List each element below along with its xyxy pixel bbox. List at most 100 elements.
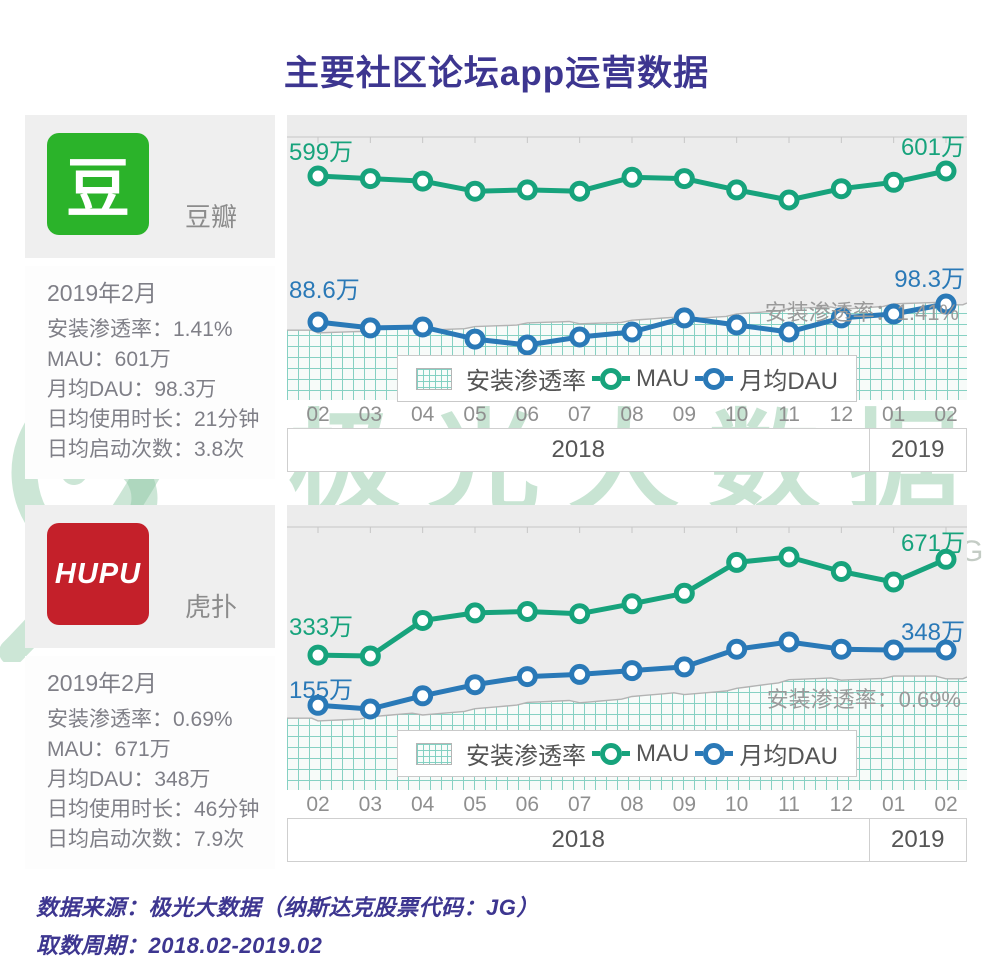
legend-label: MAU — [635, 364, 690, 392]
data-point-marker — [516, 666, 538, 688]
stat-row: 日均使用时长：21分钟 — [47, 408, 260, 431]
x-axis-label: 02 — [934, 403, 958, 426]
x-axis-label: 09 — [672, 403, 696, 426]
data-point-marker — [830, 561, 852, 582]
stat-row: MAU：671万 — [47, 738, 171, 761]
data-point-marker — [359, 168, 381, 190]
data-point-marker — [883, 303, 905, 325]
data-point-marker — [883, 571, 905, 593]
data-point-marker — [307, 694, 329, 716]
mau-line — [307, 160, 957, 211]
legend-label: MAU — [635, 739, 690, 767]
app-name: 虎扑 — [185, 592, 238, 622]
x-axis-label: 02 — [934, 793, 958, 816]
stat-row: 日均启动次数：3.8次 — [47, 438, 245, 461]
x-axis-label: 01 — [881, 403, 906, 426]
data-point-marker — [883, 639, 905, 661]
data-point-marker — [359, 645, 381, 667]
app-name: 豆瓣 — [185, 202, 238, 232]
x-axis-label: 07 — [567, 793, 592, 816]
x-axis-label: 10 — [724, 793, 749, 816]
app-card-hupu: HUPU 虎扑 2019年2月 安装渗透率：0.69% MAU：671万 月均DAU… — [25, 505, 275, 869]
x-axis-label: 11 — [778, 793, 800, 816]
penetration-area-edge — [287, 675, 967, 722]
penetration-annotation: 安装渗透率：1.41% — [765, 300, 959, 325]
app-card-header: HUPU 虎扑 — [25, 505, 275, 648]
data-point-marker — [621, 321, 643, 343]
hupu-logo-icon: HUPU — [47, 523, 149, 625]
stat-row: 安装渗透率：1.41% — [47, 318, 233, 341]
douban-logo-icon: 豆 — [47, 133, 149, 235]
data-point-marker — [778, 546, 800, 568]
data-point-marker — [726, 638, 748, 660]
app-card-header: 豆 豆瓣 — [25, 115, 275, 258]
x-axis-label: 03 — [358, 403, 382, 426]
year-label: 2019 — [868, 429, 967, 471]
data-point-marker — [412, 685, 434, 707]
data-point-marker — [778, 321, 800, 343]
dau-marker-icon — [695, 742, 734, 765]
year-label: 2018 — [551, 826, 605, 853]
data-point-marker — [464, 180, 486, 202]
data-point-marker — [359, 698, 381, 720]
data-point-marker — [673, 582, 695, 604]
series-value-label: 599万 — [289, 139, 353, 166]
data-period-note: 取数周期：2018.02-2019.02 — [36, 933, 323, 958]
data-point-marker — [516, 179, 538, 201]
data-point-marker — [412, 170, 434, 192]
x-axis-label: 03 — [358, 793, 382, 816]
data-point-marker — [307, 644, 329, 666]
page-title: 主要社区论坛app运营数据 — [283, 54, 710, 94]
x-axis-label: 02 — [306, 403, 330, 426]
data-point-marker — [569, 603, 591, 625]
stat-row: 安装渗透率：0.69% — [47, 708, 233, 731]
data-point-marker — [673, 168, 695, 190]
data-point-marker — [464, 602, 486, 624]
legend-label: 安装渗透率 — [465, 743, 586, 770]
series-value-label: 601万 — [901, 134, 965, 161]
x-axis-label: 06 — [515, 793, 539, 816]
x-axis-label: 11 — [778, 403, 800, 426]
data-point-marker — [830, 178, 852, 200]
data-point-marker — [464, 328, 486, 350]
stat-row: 日均启动次数：7.9次 — [47, 828, 245, 851]
x-axis-label: 02 — [306, 793, 330, 816]
data-point-marker — [935, 639, 957, 661]
legend-label: 月均DAU — [739, 743, 839, 770]
series-value-label: 348万 — [901, 619, 965, 646]
data-point-marker — [569, 180, 591, 202]
chart-legend: 安装渗透率 MAU 月均DAU — [396, 355, 858, 402]
series-value-label: 88.6万 — [289, 277, 360, 304]
data-point-marker — [935, 293, 957, 315]
x-axis-label: 07 — [567, 403, 592, 426]
x-axis-label: 12 — [829, 403, 853, 426]
data-point-marker — [726, 179, 748, 201]
mau-marker-icon — [591, 367, 630, 390]
series-value-label: 671万 — [901, 530, 965, 557]
data-point-marker — [830, 638, 852, 660]
data-point-marker — [516, 334, 538, 356]
dau-marker-icon — [695, 367, 734, 390]
data-point-marker — [935, 548, 957, 570]
stat-row: MAU：601万 — [47, 348, 171, 371]
data-point-marker — [883, 171, 905, 193]
data-point-marker — [307, 165, 329, 187]
legend-label: 月均DAU — [739, 368, 839, 395]
dau-line — [307, 631, 957, 720]
data-point-marker — [359, 317, 381, 339]
data-point-marker — [516, 601, 538, 622]
penetration-annotation: 安装渗透率：0.69% — [767, 687, 961, 712]
data-point-marker — [778, 631, 800, 653]
data-point-marker — [830, 307, 852, 329]
data-point-marker — [569, 326, 591, 348]
app-stats: 2019年2月 安装渗透率：0.69% MAU：671万 月均DAU：348万 日均使… — [25, 656, 275, 869]
data-point-marker — [778, 189, 800, 211]
year-label: 2018 — [551, 436, 605, 463]
x-axis-label: 08 — [620, 793, 644, 816]
x-axis-label: 12 — [829, 793, 853, 816]
series-value-label: 98.3万 — [894, 266, 965, 293]
penetration-swatch-icon — [415, 367, 452, 390]
data-point-marker — [621, 166, 643, 188]
data-point-marker — [673, 307, 695, 329]
